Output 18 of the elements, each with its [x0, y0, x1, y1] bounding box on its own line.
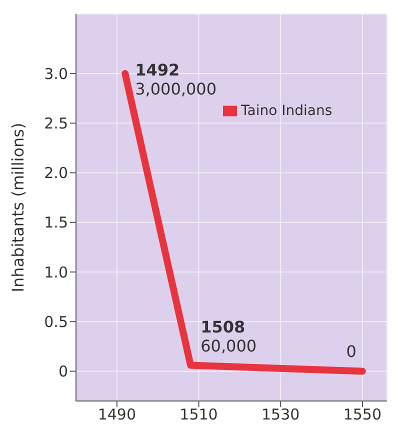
- x-tick-label: 1510: [180, 406, 218, 424]
- y-tick-label: 1.5: [44, 214, 68, 232]
- y-tick-label: 2.0: [44, 164, 68, 182]
- y-tick-label: 0.5: [44, 312, 68, 331]
- x-tick-label: 1550: [343, 406, 382, 424]
- annotation: 60,000: [200, 336, 257, 356]
- annotation: 0: [346, 342, 356, 362]
- y-tick-label: 2.5: [44, 114, 68, 132]
- annotation: 3,000,000: [135, 80, 217, 99]
- x-tick-label: 1490: [98, 406, 136, 424]
- y-axis-title: Inhabitants (millions): [8, 122, 28, 292]
- y-tick-label: 1.0: [44, 263, 68, 282]
- y-tick-label: 3.0: [44, 64, 68, 83]
- annotation: 1492: [135, 60, 180, 80]
- annotation: 1508: [200, 317, 246, 336]
- y-tick-label: 0: [58, 362, 68, 381]
- legend-label: Taino Indians: [241, 103, 332, 119]
- x-tick-label: 1530: [262, 406, 300, 424]
